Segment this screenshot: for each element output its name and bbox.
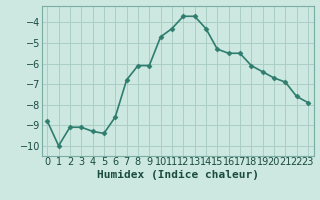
X-axis label: Humidex (Indice chaleur): Humidex (Indice chaleur) bbox=[97, 170, 259, 180]
